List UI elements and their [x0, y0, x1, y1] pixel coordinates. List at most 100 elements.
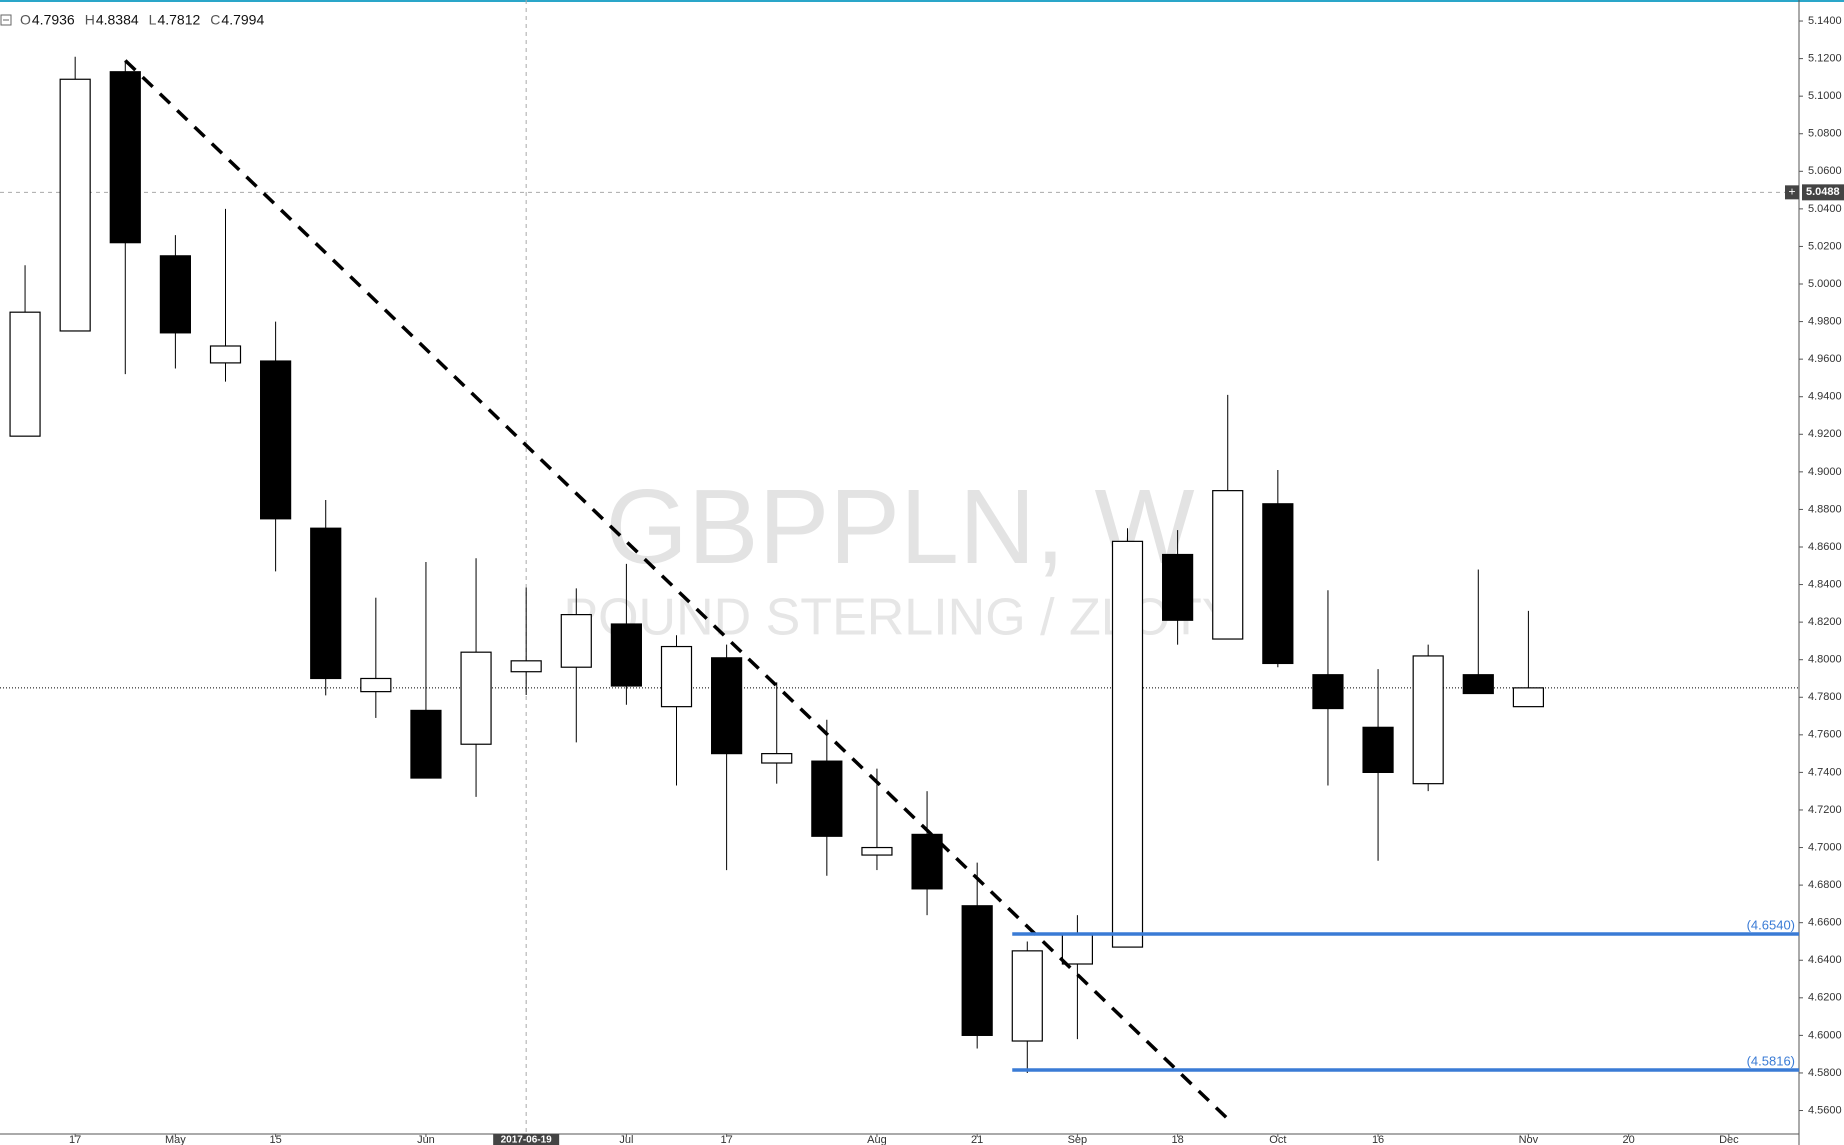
candle — [1011, 941, 1043, 1073]
y-tick-label: 5.0600 — [1808, 165, 1842, 177]
x-tick-label: 21 — [971, 1134, 983, 1145]
x-tick-label: 18 — [1171, 1134, 1183, 1145]
candle — [961, 862, 993, 1049]
ohlc-value: 4.8384 — [96, 12, 139, 28]
candle-body — [961, 905, 993, 1036]
candle — [1412, 644, 1444, 792]
y-tick-label: 4.6600 — [1808, 917, 1842, 929]
candle-body — [260, 360, 292, 520]
candle-body — [1162, 553, 1194, 621]
y-tick-label: 5.1200 — [1808, 53, 1842, 65]
level-label: (4.6540) — [1747, 917, 1795, 932]
candle — [310, 500, 342, 696]
crosshair-date-label: 2017-06-19 — [501, 1135, 553, 1145]
y-tick-label: 4.8600 — [1808, 541, 1842, 553]
y-tick-label: 4.7400 — [1808, 766, 1842, 778]
candle-body — [1462, 674, 1494, 695]
candle-body — [761, 753, 793, 764]
candle-body — [1362, 726, 1394, 774]
candle — [811, 719, 843, 876]
candle — [861, 768, 893, 871]
y-tick-label: 4.7600 — [1808, 729, 1842, 741]
candle — [1512, 610, 1544, 708]
y-tick-label: 4.7000 — [1808, 841, 1842, 853]
candle — [260, 321, 292, 572]
x-tick-label: Nov — [1519, 1134, 1539, 1145]
candle — [911, 791, 943, 916]
x-tick-label: 20 — [1622, 1134, 1634, 1145]
y-tick-label: 4.8800 — [1808, 503, 1842, 515]
candle — [510, 587, 542, 696]
candle — [761, 682, 793, 784]
candle-body — [911, 833, 943, 890]
candle-body — [360, 677, 392, 693]
y-tick-label: 4.9600 — [1808, 353, 1842, 365]
crosshair-price-box — [1802, 184, 1844, 201]
watermark-title: GBPPLN, W — [605, 468, 1194, 586]
y-tick-label: 4.6800 — [1808, 879, 1842, 891]
ohlc-key: H — [85, 12, 95, 28]
crosshair-price-label: 5.0488 — [1806, 186, 1840, 198]
ohlc-key: C — [210, 12, 220, 28]
candle-body — [1512, 687, 1544, 708]
candle — [1462, 569, 1494, 695]
candle-body — [861, 846, 893, 856]
candle — [1162, 530, 1194, 645]
y-tick-label: 4.5600 — [1808, 1104, 1842, 1116]
y-tick-label: 5.1400 — [1808, 15, 1842, 27]
y-tick-label: 4.5800 — [1808, 1067, 1842, 1079]
collapse-icon[interactable] — [0, 14, 12, 26]
candle — [460, 558, 492, 797]
x-tick-label: May — [165, 1134, 186, 1145]
candle-body — [410, 709, 442, 779]
candle-body — [510, 660, 542, 673]
y-tick-label: 4.8000 — [1808, 654, 1842, 666]
trendline — [124, 59, 1234, 1125]
candle — [159, 235, 191, 369]
candle — [1212, 394, 1244, 640]
y-tick-label: 4.7200 — [1808, 804, 1842, 816]
candle — [59, 56, 91, 332]
y-tick-label: 4.9800 — [1808, 315, 1842, 327]
candle-body — [1212, 490, 1244, 640]
y-tick-label: 4.9400 — [1808, 391, 1842, 403]
y-tick-label: 4.6200 — [1808, 992, 1842, 1004]
candle-body — [159, 255, 191, 334]
level-label: (4.5816) — [1747, 1053, 1795, 1068]
candle-body — [1011, 950, 1043, 1042]
candle — [711, 644, 743, 871]
candle-body — [1262, 503, 1294, 665]
y-tick-label: 4.8400 — [1808, 578, 1842, 590]
candle-body — [460, 651, 492, 745]
candle — [560, 588, 592, 743]
candle — [660, 635, 693, 786]
candle-body — [811, 760, 843, 837]
ohlc-value: 4.7936 — [32, 12, 75, 28]
candle-body — [9, 311, 41, 437]
ohlc-value: 4.7994 — [221, 12, 264, 28]
crosshair-plus: + — [1788, 185, 1795, 199]
candle — [360, 597, 392, 718]
candle-body — [1061, 933, 1093, 965]
y-tick-label: 5.0800 — [1808, 128, 1842, 140]
ohlc-key: L — [149, 12, 157, 28]
candle — [1362, 669, 1394, 861]
crosshair-date-box — [493, 1134, 560, 1145]
candle-body — [1312, 674, 1344, 710]
y-tick-label: 5.0200 — [1808, 240, 1842, 252]
candle-body — [59, 78, 91, 332]
y-tick-label: 4.6400 — [1808, 954, 1842, 966]
candle-body — [711, 657, 743, 755]
candle — [1262, 469, 1294, 668]
y-tick-label: 4.8200 — [1808, 616, 1842, 628]
y-tick-label: 4.9000 — [1808, 466, 1842, 478]
ohlc-key: O — [20, 12, 31, 28]
x-tick-label: Dec — [1719, 1134, 1739, 1145]
y-tick-label: 4.7800 — [1808, 691, 1842, 703]
x-tick-label: Jul — [619, 1134, 633, 1145]
candle — [410, 562, 442, 779]
candle-body — [660, 645, 693, 708]
candle — [209, 208, 242, 382]
crosshair-plus-box — [1785, 185, 1799, 200]
